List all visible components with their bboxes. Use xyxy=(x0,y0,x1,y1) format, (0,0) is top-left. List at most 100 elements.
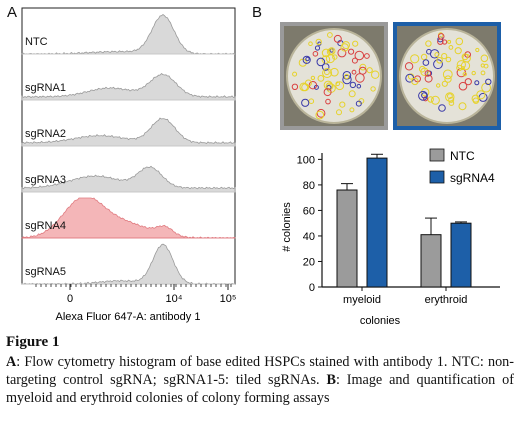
colony-mark xyxy=(441,80,448,87)
colony-mark xyxy=(441,53,448,60)
colony-mark xyxy=(445,56,452,63)
x-axis-title: colonies xyxy=(360,315,401,327)
colony-mark xyxy=(458,81,468,91)
colony-mark xyxy=(474,80,480,86)
colony-mark xyxy=(438,104,446,112)
figure-description: A: Flow cytometry histogram of base edit… xyxy=(6,353,514,407)
y-tick-label: 80 xyxy=(303,180,315,192)
colony-mark xyxy=(458,102,467,111)
colony-mark xyxy=(434,52,440,58)
colony-mark xyxy=(332,54,338,60)
row-label: NTC xyxy=(25,36,48,48)
figure-caption: Figure 1 A: Flow cytometry histogram of … xyxy=(6,334,514,407)
colony-mark xyxy=(422,59,430,66)
colony-mark xyxy=(480,54,489,63)
category-label-erythroid: erythroid xyxy=(425,294,468,306)
colony-mark xyxy=(352,40,359,47)
histogram-curve xyxy=(21,72,236,101)
colony-mark xyxy=(430,95,440,105)
caption-b-label: B xyxy=(326,372,336,388)
colony-mark xyxy=(348,48,355,55)
caption-a-text: : Flow cytometry histogram of base edite… xyxy=(6,354,514,388)
category-label-myeloid: myeloid xyxy=(343,294,381,306)
colony-mark xyxy=(325,98,331,105)
colony-mark xyxy=(418,90,428,101)
colony-mark xyxy=(317,75,325,82)
colony-mark xyxy=(336,109,342,116)
colony-mark xyxy=(404,62,414,71)
colony-mark xyxy=(308,41,313,47)
legend-label-sgrna4: sgRNA4 xyxy=(450,171,495,185)
colony-mark xyxy=(447,39,452,44)
colony-mark xyxy=(314,45,321,51)
colony-mark xyxy=(425,40,432,47)
colony-dish-sgrna4 xyxy=(393,22,501,130)
colony-mark xyxy=(476,90,486,100)
colony-mark xyxy=(304,79,312,87)
colony-mark xyxy=(356,83,362,89)
figure-title: Figure 1 xyxy=(6,334,60,350)
colony-mark xyxy=(344,73,350,80)
colony-mark xyxy=(437,33,445,40)
colony-mark xyxy=(448,45,454,50)
colony-mark xyxy=(321,55,331,64)
colony-mark xyxy=(371,70,380,79)
colony-mark xyxy=(364,53,370,59)
y-axis-label: # colonies xyxy=(281,202,293,252)
histogram-curve xyxy=(21,165,236,193)
bar-ntc-myeloid xyxy=(336,189,358,288)
colony-mark xyxy=(351,57,358,64)
row-label: sgRNA2 xyxy=(25,128,66,140)
colony-mark xyxy=(420,53,428,61)
colony-mark xyxy=(455,37,464,46)
colony-mark xyxy=(308,81,318,90)
colony-mark xyxy=(436,57,443,64)
colony-mark xyxy=(471,70,476,76)
colony-mark xyxy=(308,98,315,104)
colony-mark xyxy=(475,47,480,53)
colony-mark xyxy=(448,96,455,103)
colony-mark xyxy=(424,70,432,77)
colony-mark xyxy=(462,72,468,77)
colony-mark xyxy=(321,48,331,58)
x-tick-label: 10⁴ xyxy=(166,293,183,305)
caption-b-text: : Image and quantification of myeloid an… xyxy=(6,372,514,406)
colony-mark xyxy=(366,67,373,74)
colony-mark xyxy=(354,50,365,61)
histogram-row-sgrna4: sgRNA4 xyxy=(20,197,236,239)
histogram-curve xyxy=(21,117,236,147)
row-label: sgRNA1 xyxy=(25,82,66,94)
flow-histogram: NTC sgRNA1 sgRNA2 sgRNA3 sgRNA4 sgRNA5 0 10⁴ 10… xyxy=(20,7,237,323)
y-tick-label: 20 xyxy=(303,256,315,268)
colony-mark xyxy=(485,78,492,85)
row-label: sgRNA4 xyxy=(25,220,66,232)
x-tick-label: 0 xyxy=(67,293,73,305)
colony-bar-chart: 0 20 40 60 80 100 myeloid erythroid NTC sgRNA4 # … xyxy=(281,148,500,327)
histogram-row-sgrna1: sgRNA1 xyxy=(21,72,236,101)
bar-sgrna4-myeloid xyxy=(366,157,388,288)
colony-mark xyxy=(461,53,469,61)
legend-swatch-ntc xyxy=(429,148,445,162)
colony-mark xyxy=(410,54,420,64)
colony-mark xyxy=(420,67,429,76)
colony-mark xyxy=(315,38,322,46)
histogram-curve xyxy=(21,243,236,285)
row-label: sgRNA5 xyxy=(25,266,66,278)
x-tick-label: 10⁵ xyxy=(220,293,237,305)
histogram-row-ntc: NTC xyxy=(21,13,236,55)
y-tick-label: 40 xyxy=(303,231,315,243)
histogram-row-sgrna2: sgRNA2 xyxy=(21,117,236,147)
colony-mark xyxy=(291,83,299,90)
y-tick-label: 100 xyxy=(297,154,315,166)
colony-mark xyxy=(355,100,362,107)
colony-mark xyxy=(339,101,346,108)
colony-mark xyxy=(312,51,319,57)
colony-mark xyxy=(348,90,356,98)
colony-mark xyxy=(316,57,326,67)
colony-mark xyxy=(421,87,430,97)
x-axis-label: Alexa Fluor 647-A: antibody 1 xyxy=(56,311,201,323)
colony-mark xyxy=(351,69,357,75)
colony-mark xyxy=(436,83,441,88)
colony-mark xyxy=(333,34,342,43)
histogram-curve xyxy=(21,13,236,55)
